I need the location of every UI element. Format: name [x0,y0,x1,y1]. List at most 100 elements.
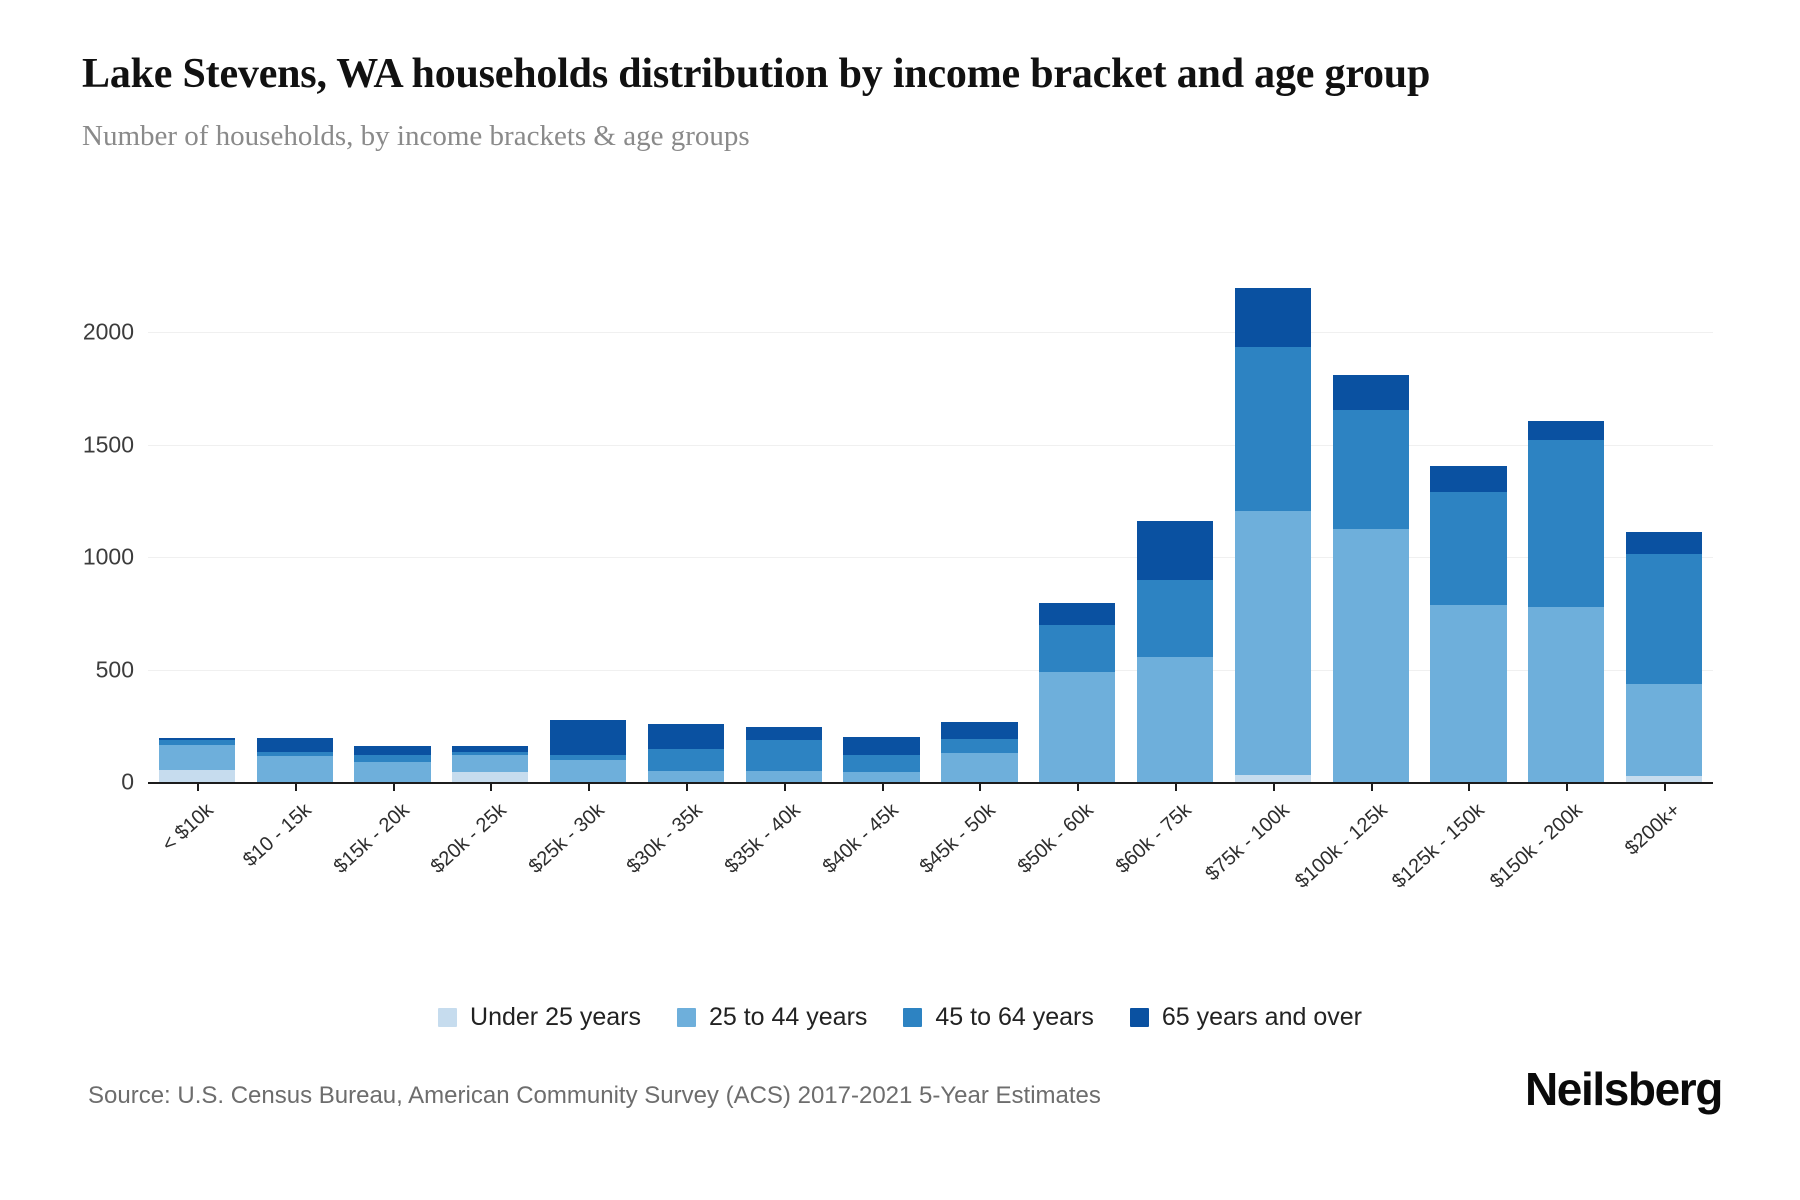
bar-segment[interactable] [158,740,236,745]
bar-segment[interactable] [550,755,627,760]
bar-group[interactable] [1528,420,1605,782]
bar-segment[interactable] [1234,288,1311,347]
bar-segment[interactable] [158,769,236,782]
bar-group[interactable] [1625,532,1703,782]
bar-segment[interactable] [354,755,431,762]
bar-segment[interactable] [1528,420,1605,440]
x-axis-tick-label: $60k - 75k [1111,799,1196,878]
x-axis-tick [1175,782,1178,791]
bar-segment[interactable] [1039,624,1116,672]
bar-segment[interactable] [550,720,627,755]
bar-segment[interactable] [1234,510,1311,776]
bar-group[interactable] [1430,465,1507,782]
bar-group[interactable] [354,746,431,782]
bar-segment[interactable] [1332,409,1409,529]
bar-segment[interactable] [1430,465,1507,492]
bar-segment[interactable] [256,756,333,782]
x-axis-tick-label: $125k - 150k [1388,799,1490,893]
legend-item[interactable]: 25 to 44 years [676,1003,868,1032]
x-axis-tick [1370,782,1373,791]
bar-segment[interactable] [1136,657,1214,782]
x-axis-tick [979,782,982,791]
bar-group[interactable] [843,737,920,782]
bar-segment[interactable] [354,746,431,755]
x-axis-tick-label: $15k - 20k [329,799,414,878]
bar-segment[interactable] [452,771,529,782]
bar-segment[interactable] [941,739,1018,753]
x-axis-line [148,782,1713,784]
x-axis-tick-label: $40k - 45k [818,799,903,878]
bar-segment[interactable] [158,744,236,770]
bar-segment[interactable] [745,740,822,771]
bar-group[interactable] [452,746,529,782]
bar-group[interactable] [647,723,725,782]
bar-group[interactable] [1234,288,1311,782]
gridline [148,557,1713,558]
bar-segment[interactable] [1039,603,1116,625]
legend-item[interactable]: 65 years and over [1129,1003,1362,1032]
bar-group[interactable] [745,726,822,782]
bar-segment[interactable] [647,770,725,782]
bar-segment[interactable] [745,726,822,741]
bar-segment[interactable] [1332,374,1409,410]
bar-segment[interactable] [843,737,920,755]
legend-label: 25 to 44 years [708,1003,868,1031]
page-title: Lake Stevens, WA households distribution… [82,51,1431,97]
bar-segment[interactable] [1528,606,1605,782]
x-axis-tick [1272,782,1275,791]
bar-segment[interactable] [158,738,236,741]
bar-segment[interactable] [1625,776,1703,782]
bar-segment[interactable] [1332,528,1409,782]
x-axis-tick-label: $20k - 25k [426,799,512,878]
bar-group[interactable] [550,720,627,782]
x-axis-tick-label: $150k - 200k [1486,799,1588,893]
bar-segment[interactable] [1430,605,1507,782]
bar-segment[interactable] [1234,346,1311,511]
bar-segment[interactable] [1136,521,1214,580]
bar-segment[interactable] [256,751,333,757]
x-axis-tick-label: $200k+ [1620,799,1685,860]
legend-label: Under 25 years [470,1003,641,1031]
gridlines [148,287,1713,782]
bar-segment[interactable] [1039,671,1116,782]
bar-segment[interactable] [550,759,627,782]
bar-segment[interactable] [1136,579,1214,658]
bar-segment[interactable] [256,738,333,752]
legend-swatch-icon [903,1008,923,1027]
bar-segment[interactable] [1430,491,1507,606]
bar-segment[interactable] [941,722,1018,740]
bar-group[interactable] [941,722,1018,782]
bar-segment[interactable] [843,755,920,772]
bar-segment[interactable] [941,752,1018,782]
bar-segment[interactable] [745,770,822,782]
bar-segment[interactable] [1625,532,1703,554]
bar-segment[interactable] [452,751,529,755]
bar-segment[interactable] [647,723,725,750]
chart-legend: Under 25 years 25 to 44 years 45 to 64 yea… [0,1003,1800,1032]
bar-segment[interactable] [1625,684,1703,777]
bar-segment[interactable] [354,761,431,782]
bar-segment[interactable] [452,746,529,752]
y-axis-tick-label: 500 [95,656,134,682]
bar-segment[interactable] [1528,440,1605,607]
bar-segment[interactable] [1234,775,1311,782]
chart-subtitle: Number of households, by income brackets… [82,120,750,153]
bar-segment[interactable] [452,755,529,772]
x-axis-tick-label: $25k - 30k [524,799,609,878]
bar-group[interactable] [1039,603,1116,782]
legend-item[interactable]: Under 25 years [438,1003,641,1032]
bar-segment[interactable] [1625,553,1703,685]
bar-segment[interactable] [647,749,725,771]
legend-item[interactable]: 45 to 64 years [903,1003,1094,1032]
x-axis-tick-label: $50k - 60k [1013,799,1098,878]
bar-group[interactable] [1332,374,1409,782]
bar-group[interactable] [256,738,333,782]
bar-group[interactable] [1136,521,1214,782]
bar-group[interactable] [158,738,236,782]
x-axis-tick-label: $45k - 50k [916,799,1001,878]
bar-segment[interactable] [843,771,920,782]
legend-swatch-icon [438,1008,458,1027]
x-axis-tick [588,782,591,791]
x-axis-tick-label: $35k - 40k [720,799,805,878]
